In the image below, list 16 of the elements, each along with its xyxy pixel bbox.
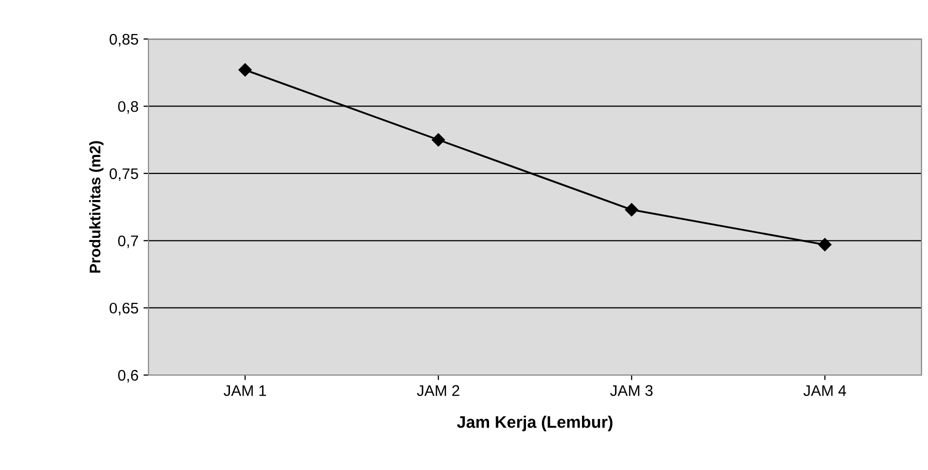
x-tick-label: JAM 1	[224, 385, 266, 396]
y-tick-label: 0,75	[110, 168, 138, 181]
y-tick-label: 0,7	[118, 236, 138, 248]
y-tick-label: 0,6	[118, 370, 138, 383]
x-tick-label: JAM 4	[803, 385, 846, 396]
y-tick-label: 0,65	[110, 302, 138, 316]
point	[625, 203, 638, 216]
point	[238, 63, 252, 77]
point	[432, 133, 445, 146]
y-axis-title: Produktivitas (m2)	[89, 141, 104, 273]
x-tick-label: JAM 3	[610, 385, 653, 396]
y-tick-label: 0,8	[118, 101, 138, 114]
point	[818, 238, 832, 252]
x-tick-label: JAM 2	[416, 385, 460, 396]
y-tick-label: 0,85	[110, 34, 138, 46]
x-axis-title: Jam Kerja (Lembur)	[456, 416, 612, 432]
